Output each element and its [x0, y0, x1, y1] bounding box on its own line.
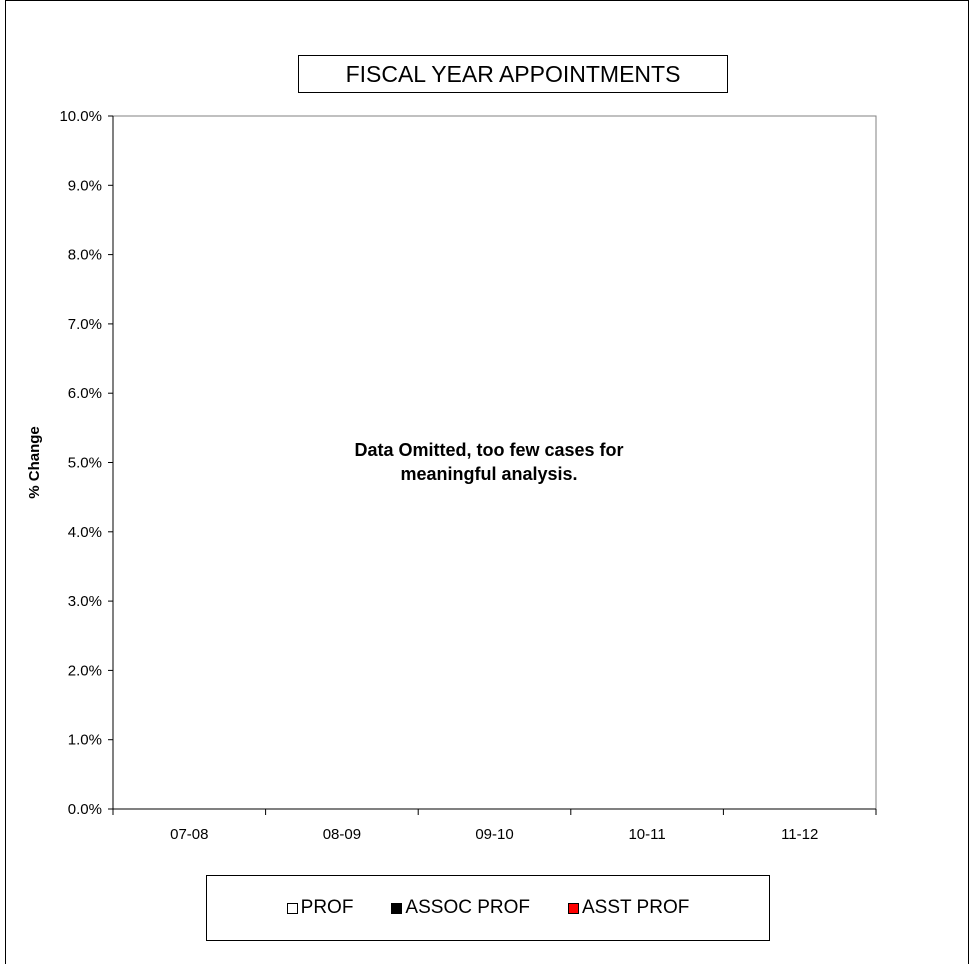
x-tick-label: 07-08 — [170, 826, 208, 843]
legend-swatch-asst-prof — [568, 902, 579, 914]
y-tick-label: 2.0% — [68, 662, 102, 679]
x-tick-label: 11-12 — [781, 826, 818, 843]
y-tick-label: 1.0% — [68, 732, 102, 749]
legend-item-prof: PROF — [286, 897, 354, 919]
plot-area — [112, 115, 877, 810]
legend-item-assoc-prof: ASSOC PROF — [391, 897, 530, 919]
legend-item-asst-prof: ASST PROF — [568, 897, 689, 919]
y-tick-label: 9.0% — [68, 177, 102, 194]
y-tick-label: 7.0% — [68, 316, 102, 333]
legend-label-asst-prof: ASST PROF — [582, 897, 690, 918]
chart-title: FISCAL YEAR APPOINTMENTS — [298, 55, 728, 93]
chart-frame — [5, 0, 969, 964]
y-tick-label: 10.0% — [59, 108, 102, 125]
legend-label-prof: PROF — [300, 897, 354, 918]
x-tick-label: 09-10 — [475, 826, 513, 843]
y-tick-label: 5.0% — [68, 455, 102, 472]
y-tick-label: 0.0% — [68, 801, 102, 818]
x-tick-label: 10-11 — [628, 826, 665, 843]
y-tick-label: 8.0% — [68, 247, 102, 264]
legend-swatch-prof — [286, 902, 298, 914]
y-tick-label: 6.0% — [68, 385, 102, 402]
chart-title-text: FISCAL YEAR APPOINTMENTS — [345, 60, 681, 87]
legend-swatch-assoc-prof — [391, 902, 403, 914]
y-tick-label: 4.0% — [68, 524, 102, 541]
y-tick-label: 3.0% — [68, 593, 102, 610]
data-omitted-note: meaningful analysis. — [400, 464, 577, 484]
x-tick-label: 08-09 — [323, 826, 361, 843]
chart-legend: PROF ASSOC PROF ASST PROF — [206, 875, 770, 941]
legend-label-assoc-prof: ASSOC PROF — [405, 897, 530, 918]
y-axis-label: % Change — [26, 426, 43, 499]
data-omitted-note: Data Omitted, too few cases for — [354, 440, 623, 460]
